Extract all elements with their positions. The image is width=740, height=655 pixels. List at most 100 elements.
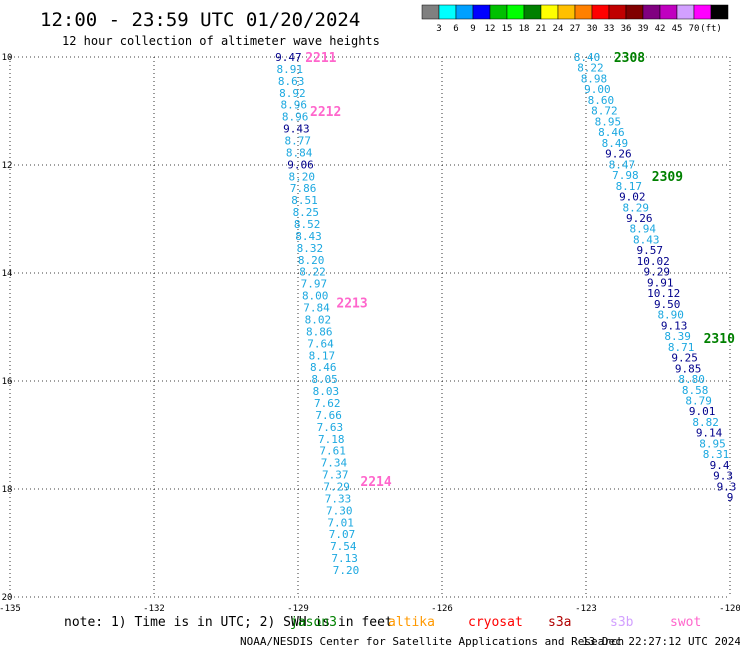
colorbar-swatch [540, 4, 559, 20]
colorbar-swatch [676, 4, 695, 20]
wave-height-value: 7.64 [307, 337, 334, 350]
wave-height-value: 8.03 [313, 385, 340, 398]
wave-height-value: 10.02 [637, 255, 670, 268]
colorbar-label: 39 [638, 24, 649, 34]
wave-height-value: 8.98 [581, 72, 608, 85]
wave-height-value: 9.06 [287, 158, 314, 171]
wave-height-value: 8.31 [703, 448, 730, 461]
colorbar-label: 33 [604, 24, 615, 34]
wave-height-value: 8.60 [588, 94, 615, 107]
wave-height-value: 9.43 [283, 123, 310, 136]
satellite-legend-item: jason3 [290, 615, 337, 630]
wave-height-value: 9.02 [619, 191, 646, 204]
wave-height-value: 7.54 [330, 540, 357, 553]
wave-height-value: 7.84 [303, 302, 330, 315]
wave-height-value: 7.62 [314, 397, 341, 410]
color-scale-legend: 3 6 9 12 15 18 21 24 27 30 33 36 39 42 45 70 (ft) [421, 4, 729, 34]
colorbar-label: 36 [621, 24, 632, 34]
lat-tick-label: 16 [2, 377, 13, 387]
colorbar-swatch [506, 4, 525, 20]
colorbar-label: 12 [485, 24, 496, 34]
colorbar-swatch [625, 4, 644, 20]
colorbar-swatch [438, 4, 457, 20]
wave-height-value: 9.01 [689, 405, 716, 418]
wave-height-value: 8.71 [668, 341, 695, 354]
wave-height-value: 8.40 [574, 51, 601, 64]
wave-height-value: 8.51 [291, 194, 318, 207]
wave-height-value: 8.95 [699, 437, 726, 450]
wave-height-value: 9.25 [671, 352, 698, 365]
wave-height-value: 8.77 [285, 135, 312, 148]
colorbar-swatch [710, 4, 729, 20]
colorbar-swatch [642, 4, 661, 20]
wave-height-value: 9 [727, 491, 734, 504]
wave-height-value: 9.26 [626, 212, 653, 225]
track-east: 8.408.228.989.008.608.728.958.468.499.26… [574, 51, 737, 504]
satellite-legend-item: s3b [610, 615, 634, 630]
wave-height-value: 7.98 [612, 169, 639, 182]
wave-height-value: 9.13 [661, 319, 688, 332]
colorbar-label: 9 [470, 24, 475, 34]
wave-height-value: 8.63 [278, 75, 305, 88]
wave-height-value: 9.3 [717, 480, 737, 493]
axis-tick-labels: 10 12 14 16 18 20-135 -132 -129 -126 -123 -120 [0, 53, 740, 614]
satellite-legend-item: swot [670, 615, 701, 630]
lat-tick-label: 20 [2, 593, 13, 603]
pass-number-labels: 2308 2309 2310 2211 2212 2213 2214 [305, 51, 735, 490]
wave-height-value: 8.49 [602, 137, 629, 150]
colorbar-swatch [693, 4, 712, 20]
wave-height-value: 8.17 [616, 180, 643, 193]
wave-height-value: 8.86 [306, 325, 333, 338]
wave-height-value: 7.34 [321, 457, 348, 470]
track-west: 9.478.918.638.928.968.969.438.778.849.06… [275, 51, 359, 577]
wave-height-value: 9.00 [584, 83, 611, 96]
lat-tick-label: 14 [2, 269, 13, 279]
wave-height-value: 8.58 [682, 384, 709, 397]
wave-height-value: 8.39 [664, 330, 691, 343]
colorbar-label: 6 [453, 24, 458, 34]
wave-height-value: 7.29 [323, 480, 350, 493]
wave-height-value: 7.20 [333, 564, 360, 577]
wave-height-value: 8.84 [286, 146, 313, 159]
lat-lon-grid [9, 56, 731, 598]
altimeter-tracks: 9.478.918.638.928.968.969.438.778.849.06… [275, 51, 736, 577]
wave-height-value: 8.82 [692, 416, 719, 429]
satellite-legend-item: altika [388, 615, 435, 630]
colorbar-label: 70 [689, 24, 700, 34]
wave-height-value: 8.43 [295, 230, 322, 243]
lon-tick-label: -135 [0, 604, 21, 614]
colorbar-label: 30 [587, 24, 598, 34]
wave-height-value: 8.96 [282, 111, 309, 124]
wave-height-value: 8.80 [678, 373, 705, 386]
wave-height-value: 8.47 [609, 158, 636, 171]
colorbar-swatch [608, 4, 627, 20]
wave-height-value: 8.46 [310, 361, 337, 374]
pass-label: 2214 [360, 475, 391, 490]
colorbar-swatch [659, 4, 678, 20]
colorbar-swatch [421, 4, 440, 20]
pass-label: 2212 [310, 105, 341, 120]
wave-height-value: 7.86 [290, 182, 317, 195]
wave-height-value: 9.85 [675, 362, 702, 375]
satellite-legend-item: cryosat [468, 615, 523, 630]
pass-label: 2310 [704, 332, 735, 347]
wave-height-value: 9.4 [710, 459, 730, 472]
wave-height-value: 7.97 [301, 278, 328, 291]
colorbar-label: 42 [655, 24, 666, 34]
colorbar-label: 18 [519, 24, 530, 34]
wave-height-value: 8.92 [279, 87, 306, 100]
wave-height-value: 7.18 [318, 433, 345, 446]
wave-height-value: 8.95 [595, 115, 622, 128]
wave-height-value: 8.17 [309, 349, 336, 362]
pass-label: 2308 [614, 51, 645, 66]
footer-timestamp: 13 Dec 22:27:12 UTC 2024 [582, 635, 740, 648]
wave-height-value: 8.52 [294, 218, 321, 231]
colorbar-swatch [455, 4, 474, 20]
wave-height-value: 7.33 [325, 492, 352, 505]
wave-height-value: 8.46 [598, 126, 625, 139]
lon-tick-label: -129 [287, 604, 309, 614]
wave-height-value: 7.61 [319, 445, 346, 458]
wave-height-value: 8.22 [577, 62, 604, 75]
